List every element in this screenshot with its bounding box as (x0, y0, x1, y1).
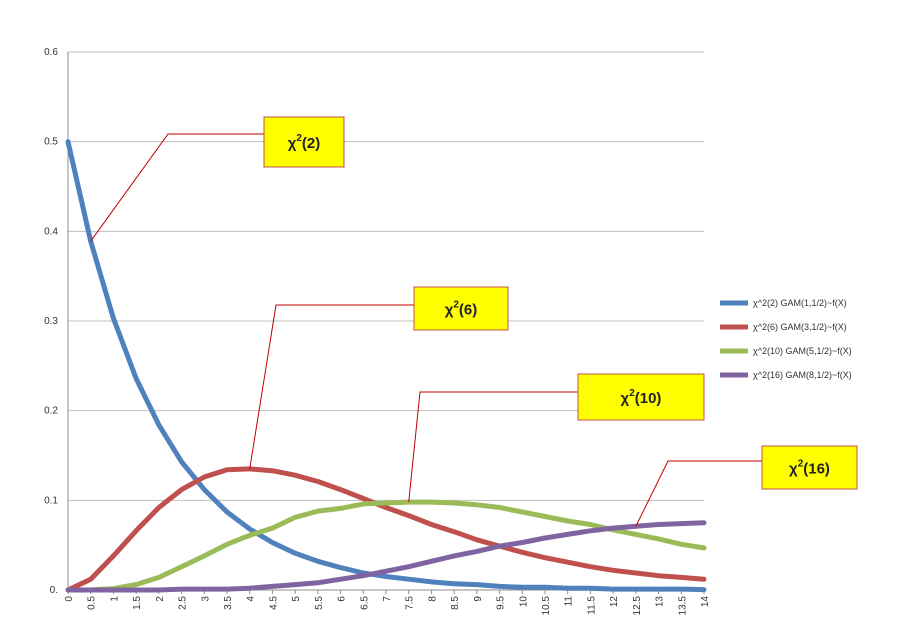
x-tick-label: 3.5 (223, 596, 234, 610)
callout-leader (90, 133, 264, 242)
x-tick-label: 9.5 (496, 596, 507, 610)
y-tick-label: 0. (50, 585, 58, 596)
x-tick-label: 2 (155, 596, 166, 602)
x-tick-label: 10.5 (541, 596, 552, 616)
series-line (65, 520, 707, 593)
x-tick-label: 13.5 (677, 596, 688, 616)
callout-leader (635, 460, 762, 527)
x-tick-labels: 0 0.5 1 1.5 2 2.5 3 3.5 4 4.5 5 5.5 6 6.5 7 7.5 8 8.5 9 9.5… (64, 596, 711, 616)
x-tick-label: 2.5 (178, 596, 189, 610)
series-line (65, 499, 707, 593)
x-tick-label: 0 (64, 596, 75, 602)
callout-box (761, 445, 858, 490)
callout-box (263, 116, 345, 168)
x-tick-label: 1 (109, 596, 120, 602)
callout-leader (408, 391, 578, 503)
callout-box (413, 286, 509, 331)
series-line (65, 139, 707, 593)
y-tick-label: 0.5 (44, 137, 58, 148)
y-tick-label: 0.3 (44, 316, 58, 327)
y-tick-label: 0.1 (44, 495, 58, 506)
callout-box (577, 373, 705, 421)
y-tick-label: 0.6 (44, 47, 58, 58)
legend: χ^2(2) GAM(1,1/2)~f(X) χ^2(6) GAM(3,1/2)~… (720, 298, 852, 380)
legend-label: χ^2(6) GAM(3,1/2)~f(X) (753, 322, 847, 332)
x-tick-label: 11 (564, 596, 575, 607)
x-tick-label: 5 (291, 596, 302, 602)
series-line (65, 466, 707, 593)
y-tick-label: 0.4 (44, 226, 58, 237)
x-tick-label: 7 (382, 596, 393, 602)
x-tick-label: 0.5 (87, 596, 98, 610)
callout-label: χ2(16) (789, 459, 830, 478)
callouts: χ2(2) χ2(6) χ2(10) χ2(16) (90, 116, 858, 527)
x-tick-label: 9 (473, 596, 484, 602)
legend-label: χ^2(2) GAM(1,1/2)~f(X) (753, 298, 847, 308)
callout-label: χ2(10) (621, 388, 662, 407)
gridlines (68, 51, 704, 591)
x-tick-label: 1.5 (132, 596, 143, 610)
y-tick-labels: 0. 0.1 0.2 0.3 0.4 0.5 0.6 (44, 47, 58, 596)
x-tick-label: 11.5 (586, 596, 597, 615)
x-tick-label: 3 (200, 596, 211, 602)
x-tick-label: 4 (246, 596, 257, 602)
x-tick-label: 8 (427, 596, 438, 602)
callout-label: χ2(6) (445, 300, 478, 319)
x-tick-label: 13 (655, 596, 666, 608)
legend-label: χ^2(10) GAM(5,1/2)~f(X) (753, 346, 852, 356)
x-tick-label: 6.5 (359, 596, 370, 610)
x-tick-label: 6 (337, 596, 348, 602)
series-lines (65, 139, 707, 593)
callout-label: χ2(2) (288, 133, 321, 152)
x-tick-label: 5.5 (314, 596, 325, 610)
x-tick-label: 8.5 (450, 596, 461, 610)
x-tick-label: 10 (518, 596, 529, 608)
callout-leader (249, 304, 414, 470)
x-tick-label: 14 (700, 596, 711, 608)
legend-label: χ^2(16) GAM(8,1/2)~f(X) (753, 370, 852, 380)
x-tick-label: 12.5 (632, 596, 643, 616)
x-tick-label: 4.5 (268, 596, 279, 610)
x-tick-label: 12 (609, 596, 620, 608)
x-tick-label: 7.5 (405, 596, 416, 610)
y-tick-label: 0.2 (44, 406, 58, 417)
axes (67, 52, 705, 594)
